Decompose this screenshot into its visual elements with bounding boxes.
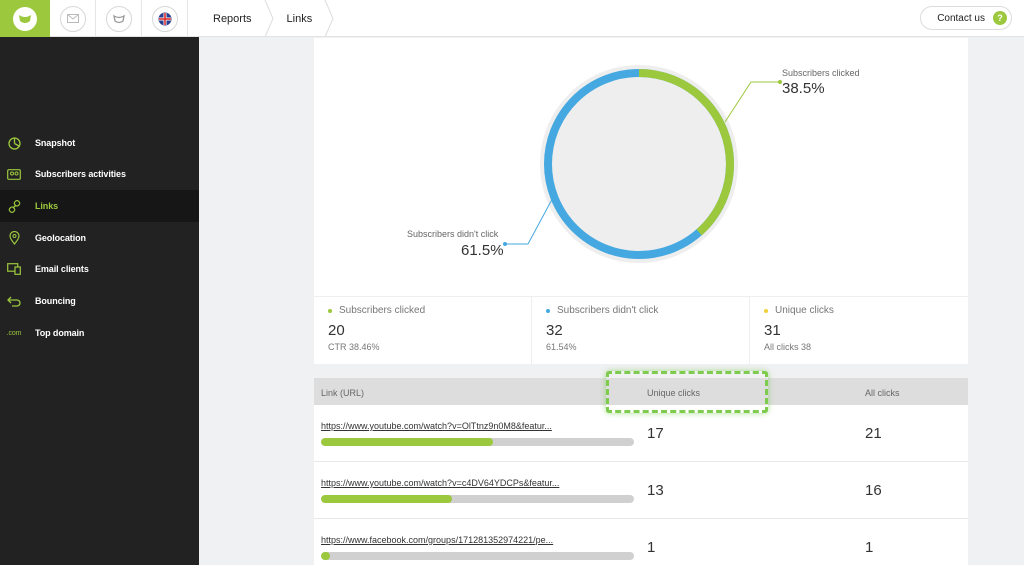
sidebar-item-links[interactable]: Links (0, 190, 199, 222)
all-clicks-value: 21 (865, 425, 882, 442)
location-pin-icon (6, 230, 22, 246)
breadcrumb-reports[interactable]: Reports (200, 0, 274, 37)
devices-icon (6, 261, 22, 277)
unique-clicks-value: 13 (647, 482, 664, 499)
column-header-link[interactable]: Link (URL) (321, 388, 365, 398)
click-progress-fill (321, 495, 453, 503)
slice-subscribers-clicked (544, 69, 734, 259)
pie-chart-icon (6, 135, 22, 151)
leader-line-clicked (724, 81, 780, 123)
click-progress-bar (321, 438, 634, 446)
click-progress-bar (321, 495, 634, 503)
breadcrumb-separator-icon (324, 0, 334, 37)
all-clicks-value: 1 (865, 539, 874, 556)
sidebar-item-snapshot[interactable]: Snapshot (0, 127, 199, 159)
breadcrumb-links[interactable]: Links (274, 0, 335, 37)
breadcrumb-separator-icon (264, 0, 274, 37)
click-progress-fill (321, 438, 494, 446)
help-icon: ? (993, 11, 1007, 25)
people-icon (6, 166, 22, 182)
return-arrow-icon (6, 293, 22, 309)
sidebar-item-bouncing[interactable]: Bouncing (0, 285, 199, 317)
brand-mark-icon (112, 14, 125, 23)
all-clicks-value: 16 (865, 482, 882, 499)
campaigns-nav-button[interactable] (96, 0, 142, 37)
mail-nav-button[interactable] (50, 0, 96, 37)
unique-clicks-highlight-box (606, 371, 768, 413)
links-table: Link (URL) Unique clicks All clicks http… (314, 378, 968, 565)
breadcrumb: Reports Links (200, 0, 334, 37)
link-icon (6, 198, 22, 214)
slice-value-clicked: 38.5% (782, 80, 825, 97)
sidebar: Snapshot Subscribers activities Links Ge… (0, 37, 199, 565)
dotcom-icon: .com (6, 329, 22, 337)
blue-dot-icon (546, 308, 550, 313)
column-header-unique-clicks[interactable]: Unique clicks (647, 388, 701, 398)
slice-label-didnt-click: Subscribers didn't click (407, 229, 499, 239)
table-row: https://www.facebook.com/groups/17128135… (314, 519, 968, 565)
app-logo[interactable] (0, 0, 50, 37)
logo-icon (13, 6, 37, 31)
click-summary-card: Subscribers clicked 38.5% Subscribers di… (314, 38, 968, 365)
leader-line-didnt-click (505, 191, 557, 245)
top-bar: Reports Links Contact us ? (0, 0, 1024, 37)
slice-label-clicked: Subscribers clicked (782, 68, 860, 78)
green-dot-icon (328, 308, 332, 313)
sidebar-item-geolocation[interactable]: Geolocation (0, 222, 199, 254)
leader-dot-didnt-click (503, 242, 507, 246)
envelope-icon (66, 14, 79, 23)
link-url[interactable]: https://www.youtube.com/watch?v=c4DV64YD… (321, 478, 560, 488)
unique-clicks-value: 17 (647, 425, 664, 442)
uk-flag-icon (158, 12, 171, 25)
sidebar-item-email-clients[interactable]: Email clients (0, 253, 199, 285)
language-button[interactable] (142, 0, 188, 37)
leader-dot-clicked (778, 80, 782, 84)
slice-value-didnt-click: 61.5% (461, 242, 504, 259)
table-row: https://www.youtube.com/watch?v=OlTtnz9n… (314, 405, 968, 462)
sidebar-item-subscribers-activities[interactable]: Subscribers activities (0, 158, 199, 190)
sidebar-item-top-domain[interactable]: .com Top domain (0, 317, 199, 349)
table-header: Link (URL) Unique clicks All clicks (314, 378, 968, 405)
donut-background (540, 65, 738, 263)
column-header-all-clicks[interactable]: All clicks (865, 388, 900, 398)
link-url[interactable]: https://www.youtube.com/watch?v=OlTtnz9n… (321, 421, 552, 431)
click-progress-fill (321, 552, 331, 560)
link-url[interactable]: https://www.facebook.com/groups/17128135… (321, 535, 554, 545)
contact-us-button[interactable]: Contact us ? (920, 6, 1012, 30)
unique-clicks-value: 1 (647, 539, 656, 556)
yellow-dot-icon (764, 308, 768, 313)
table-row: https://www.youtube.com/watch?v=c4DV64YD… (314, 462, 968, 519)
click-progress-bar (321, 552, 634, 560)
stats-row: Subscribers clicked 20 CTR 38.46% Subscr… (314, 296, 968, 365)
stat-subscribers-clicked: Subscribers clicked 20 CTR 38.46% (314, 297, 532, 365)
stat-subscribers-didnt-click: Subscribers didn't click 32 61.54% (532, 297, 750, 365)
stat-unique-clicks: Unique clicks 31 All clicks 38 (764, 305, 834, 352)
clicks-donut-chart (503, 65, 782, 263)
